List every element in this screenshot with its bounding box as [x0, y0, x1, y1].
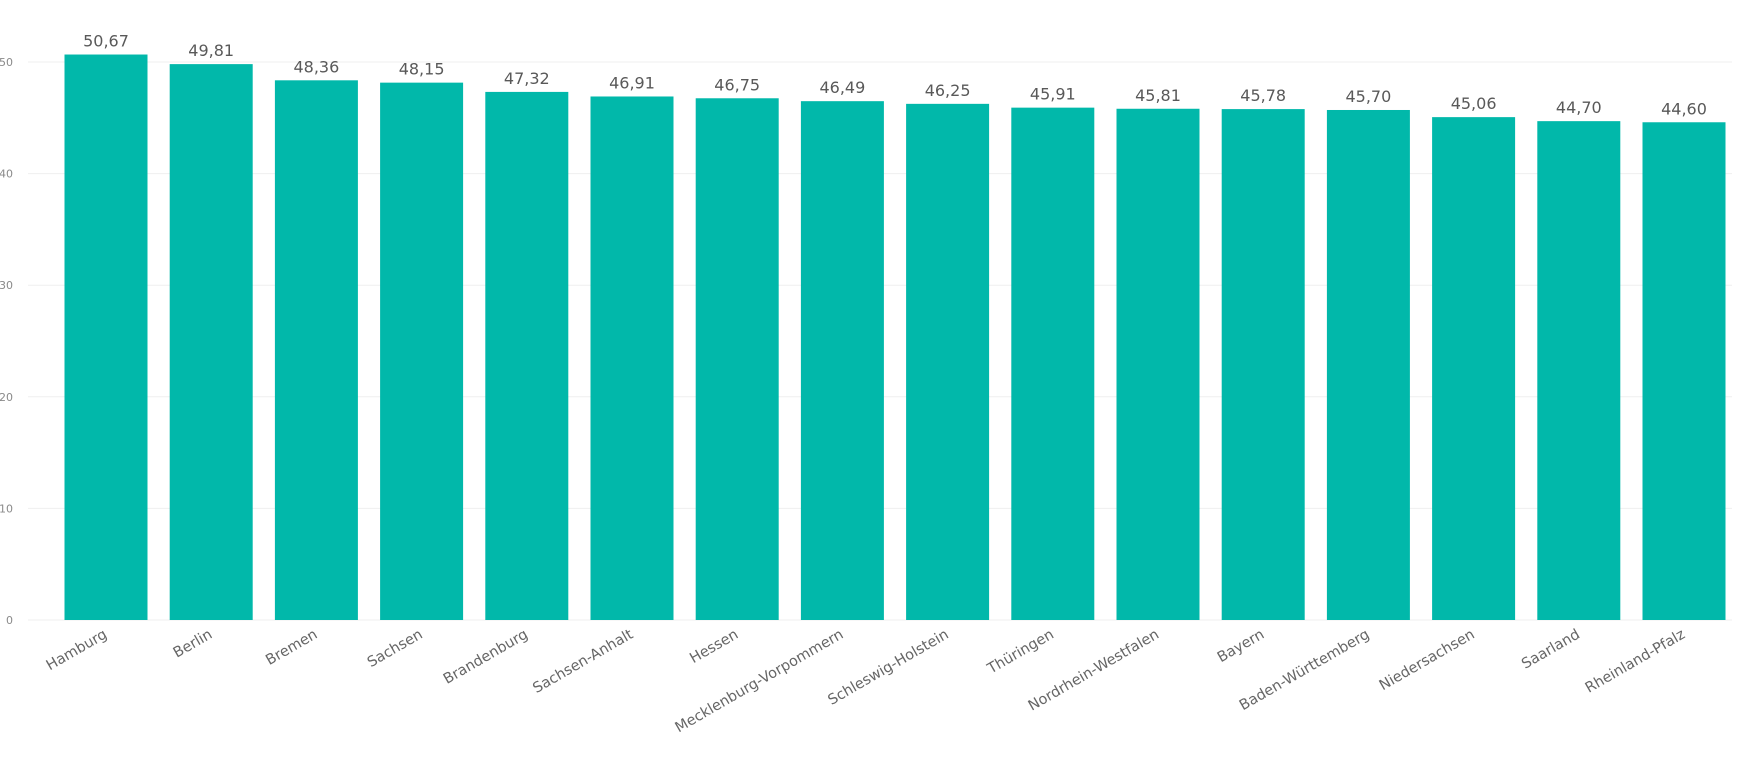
bar[interactable]	[274, 80, 358, 621]
data-label: 45,06	[1451, 94, 1497, 113]
data-label: 45,91	[1030, 85, 1076, 104]
data-label: 47,32	[504, 69, 550, 88]
bar[interactable]	[1432, 117, 1516, 620]
y-tick-label: 10	[0, 502, 13, 515]
x-axis: Hamburg Berlin Bremen Sachsen Brandenburg Sac…	[44, 626, 1688, 736]
data-label: 48,36	[293, 57, 339, 76]
x-tick-label: Hamburg	[44, 627, 110, 674]
y-tick-label: 20	[0, 391, 13, 404]
bar[interactable]	[1537, 121, 1621, 620]
bar[interactable]	[1011, 107, 1095, 620]
x-tick-label: Saarland	[1519, 627, 1583, 673]
y-tick-label: 50	[0, 56, 13, 69]
bar[interactable]	[590, 96, 674, 621]
data-label: 49,81	[188, 41, 234, 60]
x-tick-label: Hessen	[687, 627, 741, 667]
x-tick-label: Mecklenburg-Vorpommern	[673, 627, 847, 737]
data-label: 45,70	[1345, 87, 1391, 106]
data-label: 50,67	[83, 32, 129, 51]
bar[interactable]	[800, 101, 884, 620]
data-label: 45,78	[1240, 86, 1286, 105]
x-tick-label: Brandenburg	[441, 627, 531, 688]
bar[interactable]	[64, 54, 148, 620]
bar[interactable]	[906, 103, 990, 621]
data-label: 46,75	[714, 75, 760, 94]
bar[interactable]	[380, 82, 464, 621]
bar[interactable]	[1326, 109, 1410, 620]
y-tick-label: 40	[0, 168, 13, 181]
data-label: 46,91	[609, 73, 655, 92]
y-tick-label: 0	[6, 614, 13, 627]
bar[interactable]	[485, 91, 569, 620]
x-tick-label: Bremen	[263, 627, 320, 669]
bar[interactable]	[695, 98, 779, 620]
data-labels-layer: 50,67 49,81 48,36 48,15 47,32 46,91 46,75 46,49…	[83, 32, 1707, 119]
bar[interactable]	[1116, 108, 1200, 620]
x-tick-label: Sachsen-Anhalt	[530, 626, 636, 696]
x-tick-label: Niedersachsen	[1377, 627, 1478, 694]
x-tick-label: Rheinland-Pfalz	[1583, 627, 1688, 697]
data-label: 44,70	[1556, 98, 1602, 117]
y-axis: 0 10 20 30 40 50	[0, 56, 13, 627]
bars-layer	[64, 54, 1726, 621]
bar[interactable]	[169, 64, 253, 620]
y-tick-label: 30	[0, 279, 13, 292]
x-tick-label: Bayern	[1215, 627, 1267, 666]
bar[interactable]	[1221, 109, 1305, 620]
x-tick-label: Berlin	[171, 627, 215, 662]
bar[interactable]	[1642, 122, 1726, 620]
x-tick-label: Sachsen	[365, 627, 426, 671]
x-tick-label: Thüringen	[984, 627, 1057, 678]
data-label: 46,25	[925, 81, 971, 100]
data-label: 48,15	[399, 60, 445, 79]
data-label: 46,49	[819, 78, 865, 97]
data-label: 44,60	[1661, 99, 1707, 118]
data-label: 45,81	[1135, 86, 1181, 105]
